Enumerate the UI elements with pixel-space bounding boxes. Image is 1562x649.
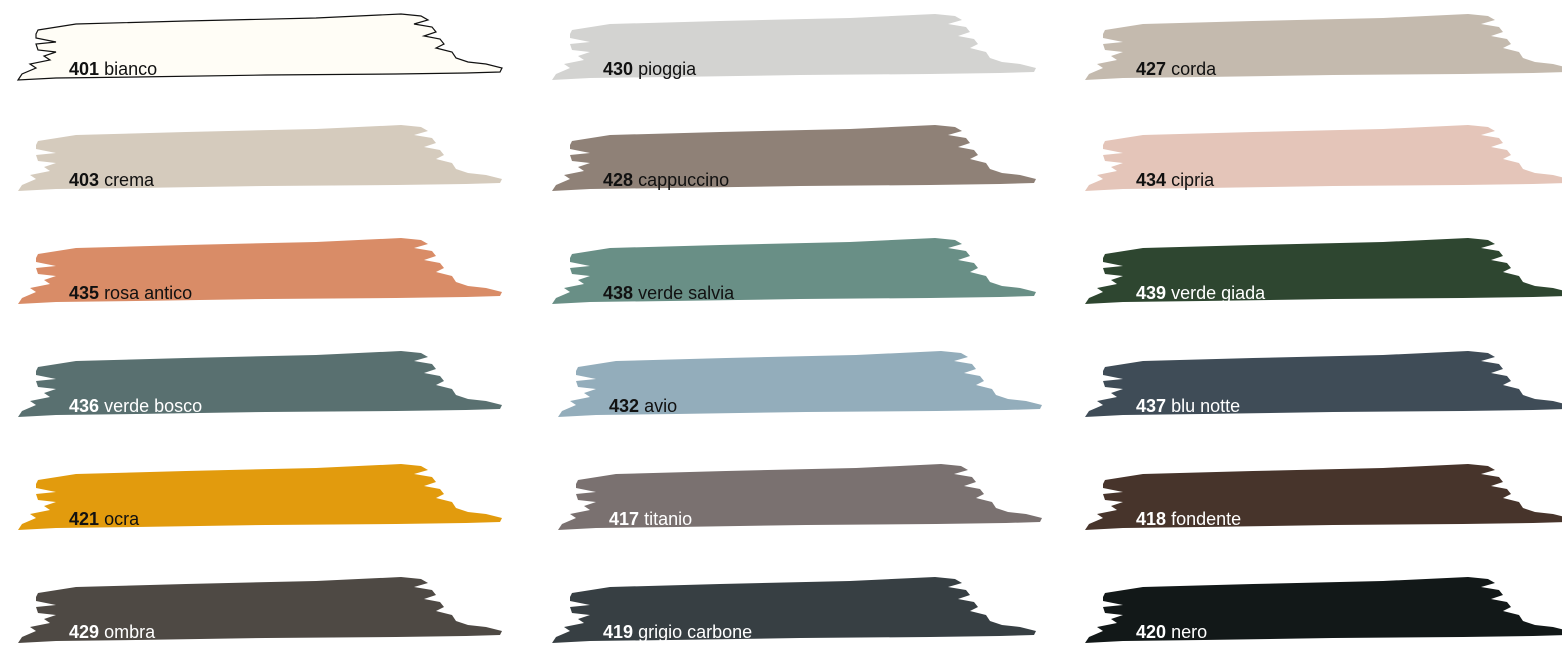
swatch-label: 428 cappuccino <box>603 169 729 191</box>
swatch-stroke <box>558 351 1042 417</box>
swatch-code: 428 <box>603 170 634 190</box>
swatch-label: 435 rosa antico <box>69 282 192 304</box>
swatch-name: ocra <box>104 509 140 529</box>
swatch-label: 417 titanio <box>609 508 692 530</box>
swatch-stroke <box>1085 351 1562 417</box>
swatch-label: 421 ocra <box>69 508 139 530</box>
swatch-437: 437 blu notte <box>1083 347 1562 423</box>
swatch-code: 420 <box>1136 622 1167 642</box>
swatch-427: 427 corda <box>1083 10 1562 86</box>
swatch-name: ombra <box>104 622 156 642</box>
swatch-label: 430 pioggia <box>603 58 696 80</box>
swatch-code: 438 <box>603 283 634 303</box>
swatch-name: rosa antico <box>104 283 193 303</box>
swatch-label: 439 verde giada <box>1136 282 1265 304</box>
swatch-code: 436 <box>69 396 100 416</box>
swatch-code: 419 <box>603 622 634 642</box>
swatch-label: 403 crema <box>69 169 154 191</box>
swatch-stroke <box>18 577 502 643</box>
swatch-name: crema <box>104 170 155 190</box>
swatch-name: verde giada <box>1171 283 1266 303</box>
swatch-code: 439 <box>1136 283 1167 303</box>
swatch-421: 421 ocra <box>16 460 516 536</box>
swatch-stroke <box>552 125 1036 191</box>
swatch-label: 419 grigio carbone <box>603 621 752 643</box>
swatch-name: cappuccino <box>638 170 730 190</box>
swatch-code: 417 <box>609 509 640 529</box>
swatch-code: 435 <box>69 283 100 303</box>
swatch-label: 438 verde salvia <box>603 282 734 304</box>
swatch-code: 403 <box>69 170 100 190</box>
swatch-430: 430 pioggia <box>550 10 1050 86</box>
swatch-434: 434 cipria <box>1083 121 1562 197</box>
swatch-name: fondente <box>1171 509 1242 529</box>
swatch-stroke <box>16 13 503 81</box>
swatch-stroke <box>1085 238 1562 304</box>
swatch-name: nero <box>1171 622 1208 642</box>
swatch-label: 418 fondente <box>1136 508 1241 530</box>
swatch-code: 430 <box>603 59 634 79</box>
swatch-name: blu notte <box>1171 396 1241 416</box>
swatch-label: 401 bianco <box>69 58 157 80</box>
swatch-label: 437 blu notte <box>1136 395 1240 417</box>
swatch-code: 437 <box>1136 396 1167 416</box>
swatch-439: 439 verde giada <box>1083 234 1562 310</box>
swatch-stroke <box>18 125 502 191</box>
swatch-stroke <box>18 238 502 304</box>
swatch-stroke <box>1085 577 1562 643</box>
swatch-name: cipria <box>1171 170 1215 190</box>
swatch-stroke <box>1085 125 1562 191</box>
swatch-stroke <box>1085 14 1562 80</box>
swatch-name: grigio carbone <box>638 622 753 642</box>
swatch-code: 429 <box>69 622 100 642</box>
swatch-428: 428 cappuccino <box>550 121 1050 197</box>
swatch-code: 421 <box>69 509 100 529</box>
swatch-417: 417 titanio <box>556 460 1056 536</box>
swatch-label: 427 corda <box>1136 58 1216 80</box>
swatch-name: titanio <box>644 509 693 529</box>
swatch-429: 429 ombra <box>16 573 516 649</box>
swatch-label: 420 nero <box>1136 621 1207 643</box>
swatch-name: corda <box>1171 59 1217 79</box>
swatch-436: 436 verde bosco <box>16 347 516 423</box>
swatch-403: 403 crema <box>16 121 516 197</box>
swatch-stroke <box>18 464 502 530</box>
swatch-stroke <box>552 577 1036 643</box>
swatch-label: 434 cipria <box>1136 169 1214 191</box>
swatch-name: avio <box>644 396 678 416</box>
swatch-435: 435 rosa antico <box>16 234 516 310</box>
swatch-432: 432 avio <box>556 347 1056 423</box>
swatch-stroke <box>552 14 1036 80</box>
swatch-stroke <box>558 464 1042 530</box>
swatch-stroke <box>552 238 1036 304</box>
swatch-code: 418 <box>1136 509 1167 529</box>
swatch-code: 432 <box>609 396 640 416</box>
swatch-420: 420 nero <box>1083 573 1562 649</box>
swatch-name: verde bosco <box>104 396 203 416</box>
swatch-401: 401 bianco <box>16 10 516 86</box>
swatch-name: bianco <box>104 59 158 79</box>
swatch-code: 434 <box>1136 170 1167 190</box>
swatch-stroke <box>1085 464 1562 530</box>
swatch-418: 418 fondente <box>1083 460 1562 536</box>
swatch-stroke <box>18 351 502 417</box>
swatch-label: 436 verde bosco <box>69 395 202 417</box>
swatch-code: 427 <box>1136 59 1167 79</box>
swatch-label: 432 avio <box>609 395 677 417</box>
swatch-438: 438 verde salvia <box>550 234 1050 310</box>
swatch-label: 429 ombra <box>69 621 155 643</box>
swatch-name: verde salvia <box>638 283 735 303</box>
swatch-code: 401 <box>69 59 100 79</box>
swatch-419: 419 grigio carbone <box>550 573 1050 649</box>
swatch-name: pioggia <box>638 59 697 79</box>
